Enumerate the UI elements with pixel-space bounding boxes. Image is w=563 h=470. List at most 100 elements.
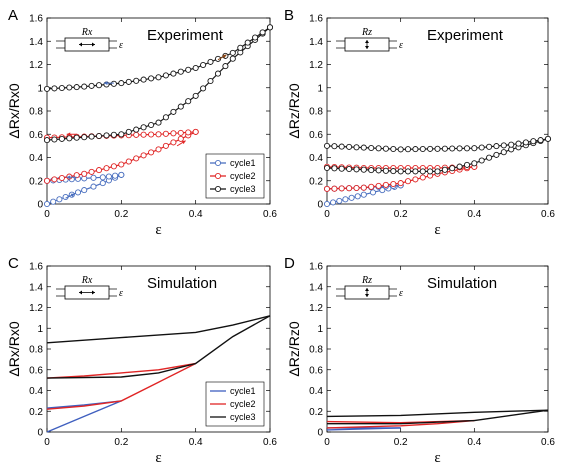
y-tick-label: 1.4 [309, 282, 323, 293]
data-point [155, 74, 162, 81]
inset-schematic: Rx ε [56, 27, 123, 52]
data-point [353, 144, 360, 151]
data-point [148, 131, 155, 138]
data-point [375, 145, 382, 152]
data-point [522, 139, 529, 146]
data-point [51, 176, 58, 183]
data-point [346, 185, 353, 192]
data-point [66, 84, 73, 91]
x-tick-label: 0.2 [394, 437, 408, 448]
data-point [463, 161, 471, 168]
data-point [66, 135, 73, 142]
inset-arrowhead [79, 290, 82, 295]
inset-resistance-label: Rx [81, 27, 93, 38]
data-point [331, 165, 338, 172]
x-tick-label: 0.4 [467, 209, 481, 220]
x-tick-label: 0.6 [263, 437, 277, 448]
y-tick-label: 0.4 [29, 386, 43, 397]
data-point [360, 191, 367, 198]
data-point [200, 85, 207, 92]
series-cycle2 [46, 362, 197, 410]
inset-schematic: Rz ε [336, 27, 403, 52]
legend-label: cycle2 [230, 399, 256, 409]
data-point [95, 132, 103, 140]
legend-marker [214, 172, 222, 180]
data-point [368, 183, 375, 190]
data-point [382, 181, 389, 188]
data-point [456, 145, 463, 152]
data-point [412, 146, 419, 153]
data-point [368, 167, 375, 174]
data-point [185, 66, 192, 73]
y-tick-label: 1.2 [309, 303, 323, 314]
data-point [500, 149, 507, 156]
data-point [110, 131, 117, 138]
direction-arrowhead [103, 81, 108, 86]
data-point [390, 145, 397, 153]
data-point [419, 168, 426, 175]
x-tick-label: 0 [44, 209, 50, 220]
inset-strain-label: ε [399, 40, 403, 51]
inset-arrowhead [365, 40, 369, 43]
series-line-unloading [326, 409, 549, 418]
data-point [368, 144, 375, 152]
data-point [207, 77, 214, 85]
panel-letter: D [284, 255, 295, 272]
data-point [346, 165, 353, 173]
data-point [155, 119, 162, 126]
data-point [148, 75, 155, 82]
y-tick-label: 0.2 [29, 176, 43, 187]
data-point [200, 61, 207, 69]
y-tick-label: 1.6 [29, 14, 43, 25]
y-tick-label: 0 [37, 200, 43, 211]
panel-title: Experiment [427, 27, 504, 44]
data-point [162, 114, 169, 121]
inset-strain-label: ε [399, 288, 403, 299]
inset-arrowhead [92, 42, 95, 47]
data-point [105, 173, 112, 180]
data-point [390, 168, 397, 175]
x-axis-label: ε [434, 450, 440, 466]
data-point [133, 155, 140, 162]
data-point [140, 131, 147, 138]
data-point [434, 168, 441, 175]
data-point [493, 151, 500, 158]
y-tick-label: 1.4 [29, 37, 43, 48]
data-point [162, 130, 169, 137]
data-point [192, 64, 199, 72]
x-tick-label: 0.6 [263, 209, 277, 220]
data-point [471, 160, 478, 167]
data-point [58, 84, 65, 92]
x-axis-label: ε [434, 222, 440, 238]
data-point [229, 55, 236, 62]
y-tick-label: 0.2 [309, 407, 323, 418]
legend-label: cycle3 [230, 184, 256, 194]
data-point [441, 166, 448, 173]
x-tick-label: 0.6 [541, 209, 555, 220]
data-point [118, 80, 125, 87]
direction-arrowhead [70, 193, 75, 198]
data-point [544, 135, 552, 142]
data-point [155, 146, 162, 153]
legend-label: cycle1 [230, 386, 256, 396]
y-tick-label: 0 [37, 428, 43, 439]
series-line-loading [326, 419, 475, 429]
inset-arrowhead [92, 290, 95, 295]
data-point [229, 49, 236, 56]
data-point [530, 138, 537, 145]
panel-c: 0 0.2 0.4 0.6 0.8 1 1.2 1.4 1.6 0 0.2 0.4 0.6 ε ΔRx/Rx… [6, 255, 277, 466]
data-point [170, 139, 177, 146]
y-tick-label: 0.8 [29, 345, 43, 356]
y-tick-label: 1.6 [309, 262, 323, 273]
inset-schematic: Rz ε [336, 275, 403, 300]
data-point [148, 121, 155, 129]
x-tick-label: 0.4 [467, 437, 481, 448]
data-point [456, 163, 463, 170]
y-tick-label: 1.2 [309, 60, 323, 71]
data-point [56, 196, 63, 203]
data-point [342, 196, 349, 203]
data-point [81, 83, 88, 90]
data-point [207, 58, 214, 65]
data-point [133, 131, 140, 138]
panel-d: 0 0.2 0.4 0.6 0.8 1 1.2 1.4 1.6 0 0.2 0.4 0.6 ε ΔRz/Rz… [284, 255, 555, 466]
